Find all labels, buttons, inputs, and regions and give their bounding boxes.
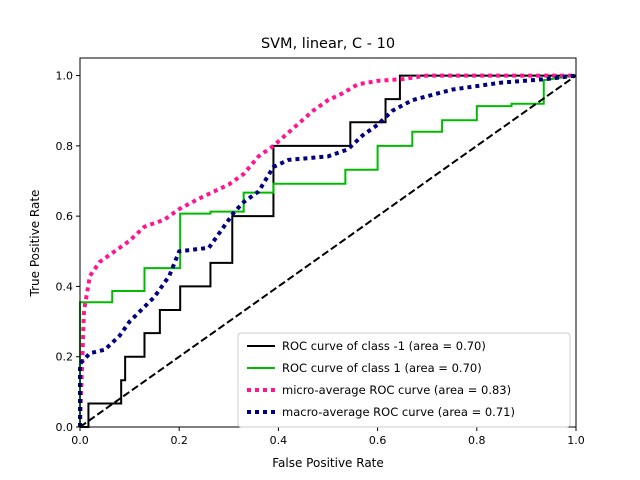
plot-area: 0.0 0.2 0.4 0.6 0.8 1.0 0.0 0.2 0.4 0.6 0.8 1.0 [56,57,585,447]
series-line-2 [79,74,577,427]
x-tick-label: 1.0 [567,434,585,447]
chart-title: SVM, linear, C - 10 [261,36,395,52]
y-tick-label: 0.6 [56,210,74,223]
series-line-5 [79,74,577,428]
x-tick-label: 0.6 [369,434,387,447]
x-tick-label: 0.0 [71,434,89,447]
legend-label: macro-average ROC curve (area = 0.71) [282,405,515,419]
series-line-4 [78,73,577,427]
x-axis-label: False Positive Rate [272,456,384,470]
series-line-1 [80,74,576,428]
y-tick-label: 0.2 [56,351,74,364]
x-tick-label: 0.8 [468,434,486,447]
legend-label: ROC curve of class 1 (area = 0.70) [282,361,482,375]
legend: ROC curve of class -1 (area = 0.70) ROC c… [237,332,571,428]
y-tick-label: 0.8 [56,140,74,153]
y-tick-label: 0.0 [56,421,74,434]
y-axis-label: True Positive Rate [28,190,42,298]
y-tick-label: 1.0 [56,70,74,83]
y-tick-label: 0.4 [56,280,74,293]
x-tick-label: 0.4 [270,434,288,447]
legend-box [237,332,571,428]
legend-label: micro-average ROC curve (area = 0.83) [282,383,511,397]
x-tick-label: 0.2 [170,434,188,447]
legend-label: ROC curve of class -1 (area = 0.70) [282,339,486,353]
